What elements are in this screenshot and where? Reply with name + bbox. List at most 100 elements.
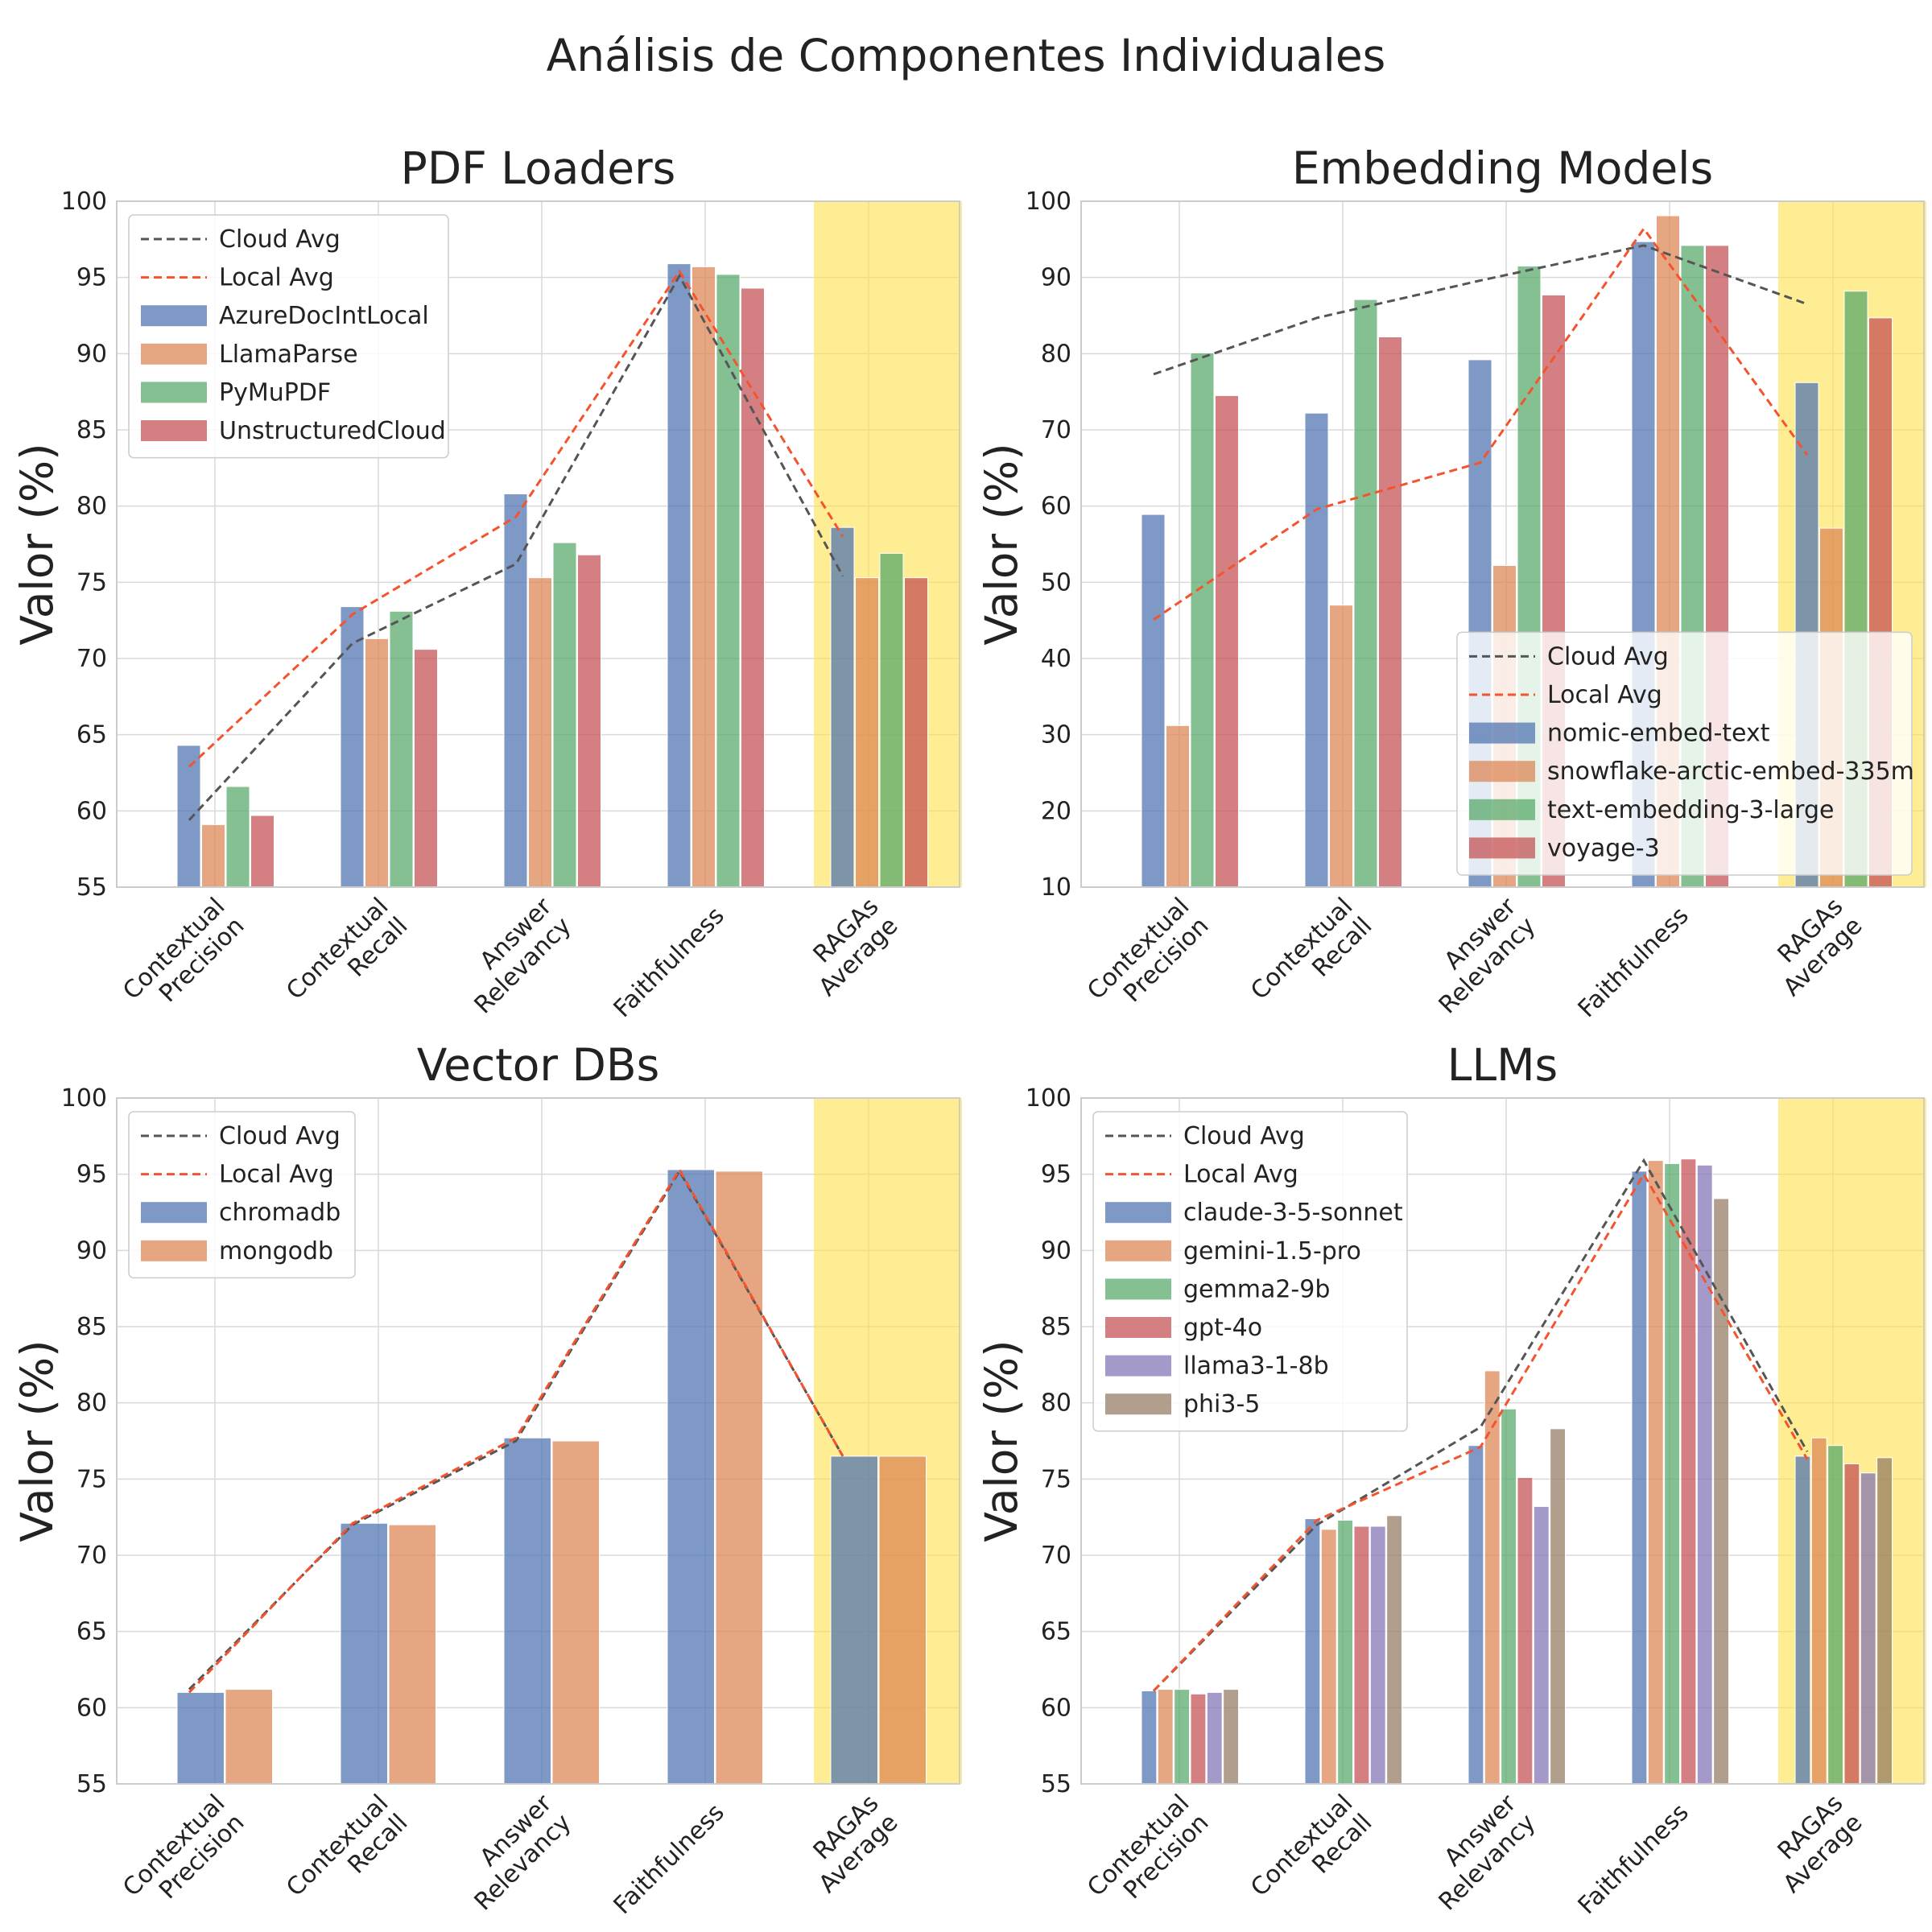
bar — [1190, 1693, 1207, 1785]
y-axis-label: Valor (%) — [976, 1340, 1027, 1542]
bar — [1794, 1455, 1811, 1785]
legend-label: nomic-embed-text — [1547, 720, 1770, 748]
bar — [1550, 1428, 1566, 1785]
bar — [528, 577, 552, 888]
bar — [1353, 299, 1378, 888]
bar — [1647, 1160, 1664, 1785]
legend-label: claude-3-5-sonnet — [1183, 1199, 1403, 1227]
bar — [1329, 605, 1353, 888]
legend-color-swatch — [141, 1202, 207, 1224]
legend-color-swatch — [1469, 837, 1535, 859]
legend-color-swatch — [1469, 761, 1535, 782]
y-axis-label: Valor (%) — [11, 443, 63, 645]
y-axis-label: Valor (%) — [11, 1340, 63, 1542]
bar — [201, 824, 225, 888]
bar — [1501, 1408, 1517, 1785]
y-tick-label: 95 — [76, 1161, 107, 1189]
bar — [1680, 1158, 1697, 1785]
y-tick-label: 60 — [76, 1694, 107, 1722]
bar — [389, 610, 414, 888]
x-tick-label: AnswerRelevancy — [450, 892, 577, 1019]
y-tick-label: 100 — [1026, 188, 1071, 216]
y-tick-label: 95 — [76, 264, 107, 292]
bar — [1843, 1463, 1860, 1785]
bar — [1304, 1518, 1321, 1785]
x-tick-label: ContextualPrecision — [118, 893, 250, 1025]
y-tick-label: 65 — [76, 721, 107, 749]
legend: Cloud Avg Local Avg AzureDocIntLocal LlamaP… — [128, 214, 449, 459]
x-tick-label: RAGAsAverage — [1759, 893, 1868, 1002]
legend-color-swatch — [1105, 1355, 1171, 1377]
avg-line — [1152, 1171, 1809, 1692]
y-tick-label: 60 — [1041, 1694, 1071, 1722]
legend-label: gemma2-9b — [1183, 1275, 1330, 1303]
legend-label: AzureDocIntLocal — [219, 302, 429, 330]
y-tick-label: 80 — [76, 493, 107, 521]
bar — [1468, 1445, 1484, 1785]
bar — [250, 815, 275, 888]
y-tick-label: 70 — [76, 1542, 107, 1570]
y-tick-label: 10 — [1041, 873, 1071, 902]
y-tick-label: 65 — [1041, 1618, 1071, 1646]
bar — [176, 745, 201, 888]
x-tick-label: ContextualRecall — [1245, 893, 1377, 1025]
x-tick-label: Faithfulness — [609, 1798, 730, 1920]
legend-label: phi3-5 — [1183, 1390, 1260, 1418]
x-tick-label: ContextualPrecision — [118, 1790, 250, 1922]
legend-label: Local Avg — [219, 264, 334, 292]
axes-frame — [116, 1097, 960, 1785]
x-tick-label: ContextualPrecision — [1082, 1790, 1214, 1922]
y-tick-label: 60 — [76, 797, 107, 825]
legend-color-swatch — [141, 343, 207, 365]
legend-label: gpt-4o — [1183, 1314, 1262, 1342]
bar — [1174, 1689, 1190, 1785]
x-tick-label: RAGAsAverage — [795, 893, 904, 1002]
bar — [1664, 1162, 1681, 1785]
y-tick-label: 75 — [1041, 1465, 1071, 1493]
bar — [830, 526, 855, 888]
axes-frame — [1080, 200, 1925, 888]
y-tick-label: 90 — [76, 340, 107, 368]
chart-panel-0: PDF Loaders Valor (%) 55 60 65 70 75 80 85 90 95 10… — [11, 142, 962, 1025]
y-tick-label: 50 — [1041, 568, 1071, 597]
legend-label: gemini-1.5-pro — [1183, 1237, 1361, 1265]
legend-color-swatch — [1105, 1278, 1171, 1300]
legend-label: snowflake-arctic-embed-335m — [1547, 758, 1914, 786]
y-tick-label: 90 — [1041, 1236, 1071, 1265]
legend-label: chromadb — [219, 1199, 341, 1227]
bar — [577, 554, 601, 888]
legend-color-swatch — [141, 1240, 207, 1261]
bar — [1631, 1170, 1648, 1785]
legend-label: voyage-3 — [1547, 834, 1660, 862]
bar — [1876, 1457, 1893, 1785]
avg-line — [188, 1167, 844, 1694]
bar — [340, 1522, 388, 1785]
x-tick-label: RAGAsAverage — [795, 1790, 904, 1899]
legend-color-swatch — [1105, 1317, 1171, 1338]
axes-frame — [1080, 1097, 1925, 1785]
bar — [879, 552, 904, 888]
bar — [1484, 1370, 1501, 1785]
bar — [365, 638, 389, 888]
x-tick-label: Faithfulness — [609, 902, 730, 1023]
legend-box — [1456, 631, 1913, 876]
chart-title: Embedding Models — [1292, 142, 1713, 194]
bar — [176, 1691, 225, 1785]
bar — [1190, 352, 1215, 888]
chart-title: LLMs — [1447, 1039, 1558, 1091]
bar — [1860, 1472, 1876, 1785]
bar — [340, 606, 365, 888]
y-tick-label: 20 — [1041, 797, 1071, 825]
bar — [1157, 1689, 1174, 1785]
legend-label: Local Avg — [219, 1161, 334, 1189]
chart-panel-1: Embedding Models Valor (%) 10 20 30 40 50 60 70 8… — [976, 142, 1926, 1025]
bar — [741, 287, 765, 888]
y-tick-label: 90 — [1041, 264, 1071, 292]
bar — [1223, 1689, 1239, 1785]
legend-box — [1092, 1111, 1408, 1432]
legend: Cloud Avg Local Avg chromadb mongodb — [128, 1111, 356, 1279]
bar — [1696, 1164, 1713, 1785]
x-tick-label: ContextualRecall — [281, 1790, 413, 1922]
bar — [667, 263, 691, 888]
